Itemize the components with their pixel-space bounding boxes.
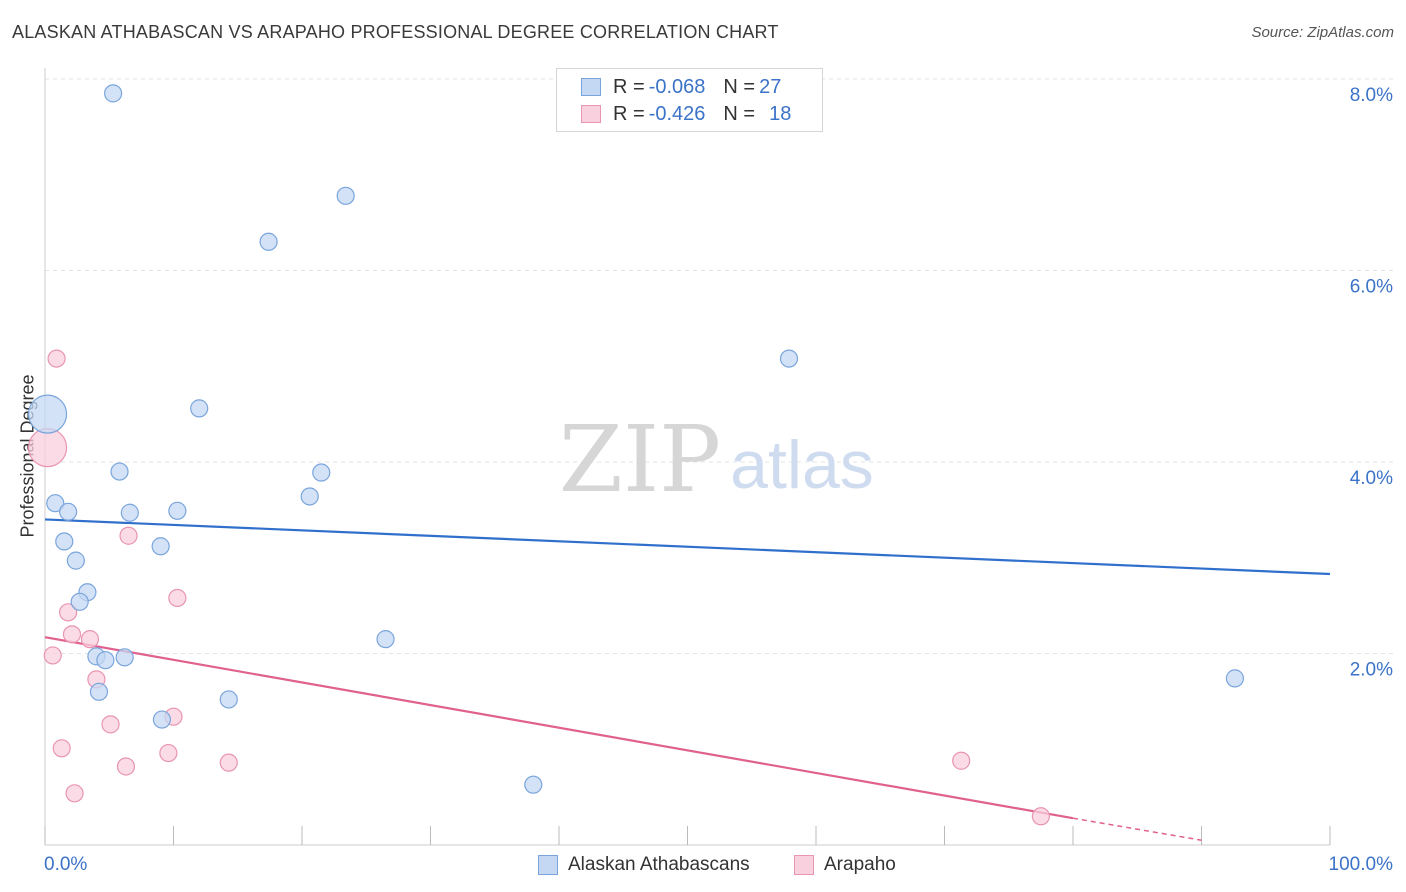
- y-tick-label: 2.0%: [1350, 660, 1393, 681]
- point-alaskan-athabascans: [55, 532, 74, 551]
- point-alaskan-athabascans: [120, 503, 139, 522]
- source-credit: Source: ZipAtlas.com: [1251, 24, 1394, 41]
- trend-lines: [44, 518, 1331, 841]
- stats-legend: R = -0.068 N = 27 R = -0.426 N = 18: [556, 68, 823, 132]
- point-alaskan-athabascans: [152, 710, 172, 729]
- legend-swatch-pink: [581, 105, 601, 123]
- bottom-legend-label: Arapaho: [824, 854, 896, 875]
- legend-r-label: R =: [613, 75, 645, 98]
- point-arapaho: [952, 751, 971, 770]
- point-alaskan-athabascans: [151, 537, 170, 556]
- point-arapaho: [65, 784, 84, 803]
- point-alaskan-athabascans: [104, 84, 123, 103]
- legend-n-label: N =: [723, 75, 756, 98]
- point-arapaho: [80, 630, 100, 649]
- legend-swatch-blue: [581, 78, 601, 96]
- legend-r-value: -0.068: [648, 75, 706, 98]
- point-alaskan-athabascans: [300, 487, 319, 506]
- legend-n-value: 27: [759, 75, 782, 98]
- point-arapaho: [43, 646, 62, 665]
- grid-lines: [45, 78, 1393, 654]
- point-arapaho: [119, 526, 138, 545]
- point-alaskan-athabascans: [70, 592, 89, 611]
- chart-title: ALASKAN ATHABASCAN VS ARAPAHO PROFESSION…: [12, 22, 779, 42]
- point-alaskan-athabascans: [66, 551, 85, 570]
- point-alaskan-athabascans: [336, 186, 355, 205]
- point-alaskan-athabascans: [27, 394, 68, 434]
- x-tick-label-min: 0.0%: [44, 854, 87, 875]
- legend-r-value: -0.426: [648, 102, 706, 125]
- point-arapaho: [1031, 807, 1050, 826]
- watermark-atlas: atlas: [730, 427, 874, 503]
- point-alaskan-athabascans: [110, 462, 129, 481]
- point-arapaho: [47, 349, 66, 368]
- point-arapaho: [59, 603, 78, 622]
- point-alaskan-athabascans: [168, 501, 187, 520]
- legend-r-label: R =: [613, 102, 645, 125]
- point-alaskan-athabascans: [312, 463, 331, 482]
- point-alaskan-athabascans: [1225, 669, 1245, 688]
- point-alaskan-athabascans: [524, 775, 543, 794]
- trend-line-alaskan-athabascans: [44, 518, 1331, 576]
- point-arapaho: [168, 588, 187, 608]
- point-alaskan-athabascans: [259, 232, 278, 251]
- point-alaskan-athabascans: [779, 349, 799, 368]
- x-tick-label-max: 100.0%: [1329, 854, 1394, 875]
- legend-n-label: N =: [723, 102, 756, 125]
- point-alaskan-athabascans: [115, 648, 134, 667]
- bottom-legend-arapaho: Arapaho: [794, 852, 896, 878]
- point-arapaho: [159, 743, 178, 763]
- point-alaskan-athabascans: [59, 502, 78, 521]
- legend-n-value: 18: [769, 102, 792, 125]
- y-tick-label: 8.0%: [1350, 85, 1393, 106]
- point-alaskan-athabascans: [190, 399, 209, 418]
- point-arapaho: [116, 757, 136, 776]
- point-alaskan-athabascans: [46, 494, 65, 513]
- point-alaskan-athabascans: [96, 651, 115, 670]
- point-arapaho: [62, 625, 82, 644]
- legend-row-arapaho: R = -0.426 N = 18: [581, 101, 797, 127]
- watermark-zip: ZIP: [559, 406, 721, 513]
- bottom-legend-alaskan-athabascans: Alaskan Athabascans: [538, 852, 750, 878]
- data-points: [27, 84, 1245, 826]
- point-alaskan-athabascans: [219, 690, 238, 709]
- legend-row-alaskan-athabascans: R = -0.068 N = 27: [581, 74, 787, 100]
- trend-line-arapaho: [44, 636, 1074, 820]
- point-arapaho: [27, 428, 68, 468]
- point-alaskan-athabascans: [376, 630, 395, 649]
- bottom-legend-label: Alaskan Athabascans: [568, 854, 750, 875]
- point-arapaho: [219, 753, 238, 772]
- point-arapaho: [52, 739, 71, 758]
- y-tick-label: 6.0%: [1350, 277, 1393, 298]
- tick-labels: 2.0% 4.0% 6.0% 8.0% 0.0% 100.0%: [44, 85, 1393, 875]
- watermark: ZIP atlas: [559, 406, 874, 513]
- y-tick-label: 4.0%: [1350, 468, 1393, 489]
- trend-line-arapaho-extension: [1072, 817, 1202, 841]
- point-arapaho: [101, 715, 120, 734]
- bottom-legend-swatch-blue: [538, 855, 558, 875]
- point-alaskan-athabascans: [89, 682, 109, 701]
- bottom-legend-swatch-pink: [794, 855, 814, 875]
